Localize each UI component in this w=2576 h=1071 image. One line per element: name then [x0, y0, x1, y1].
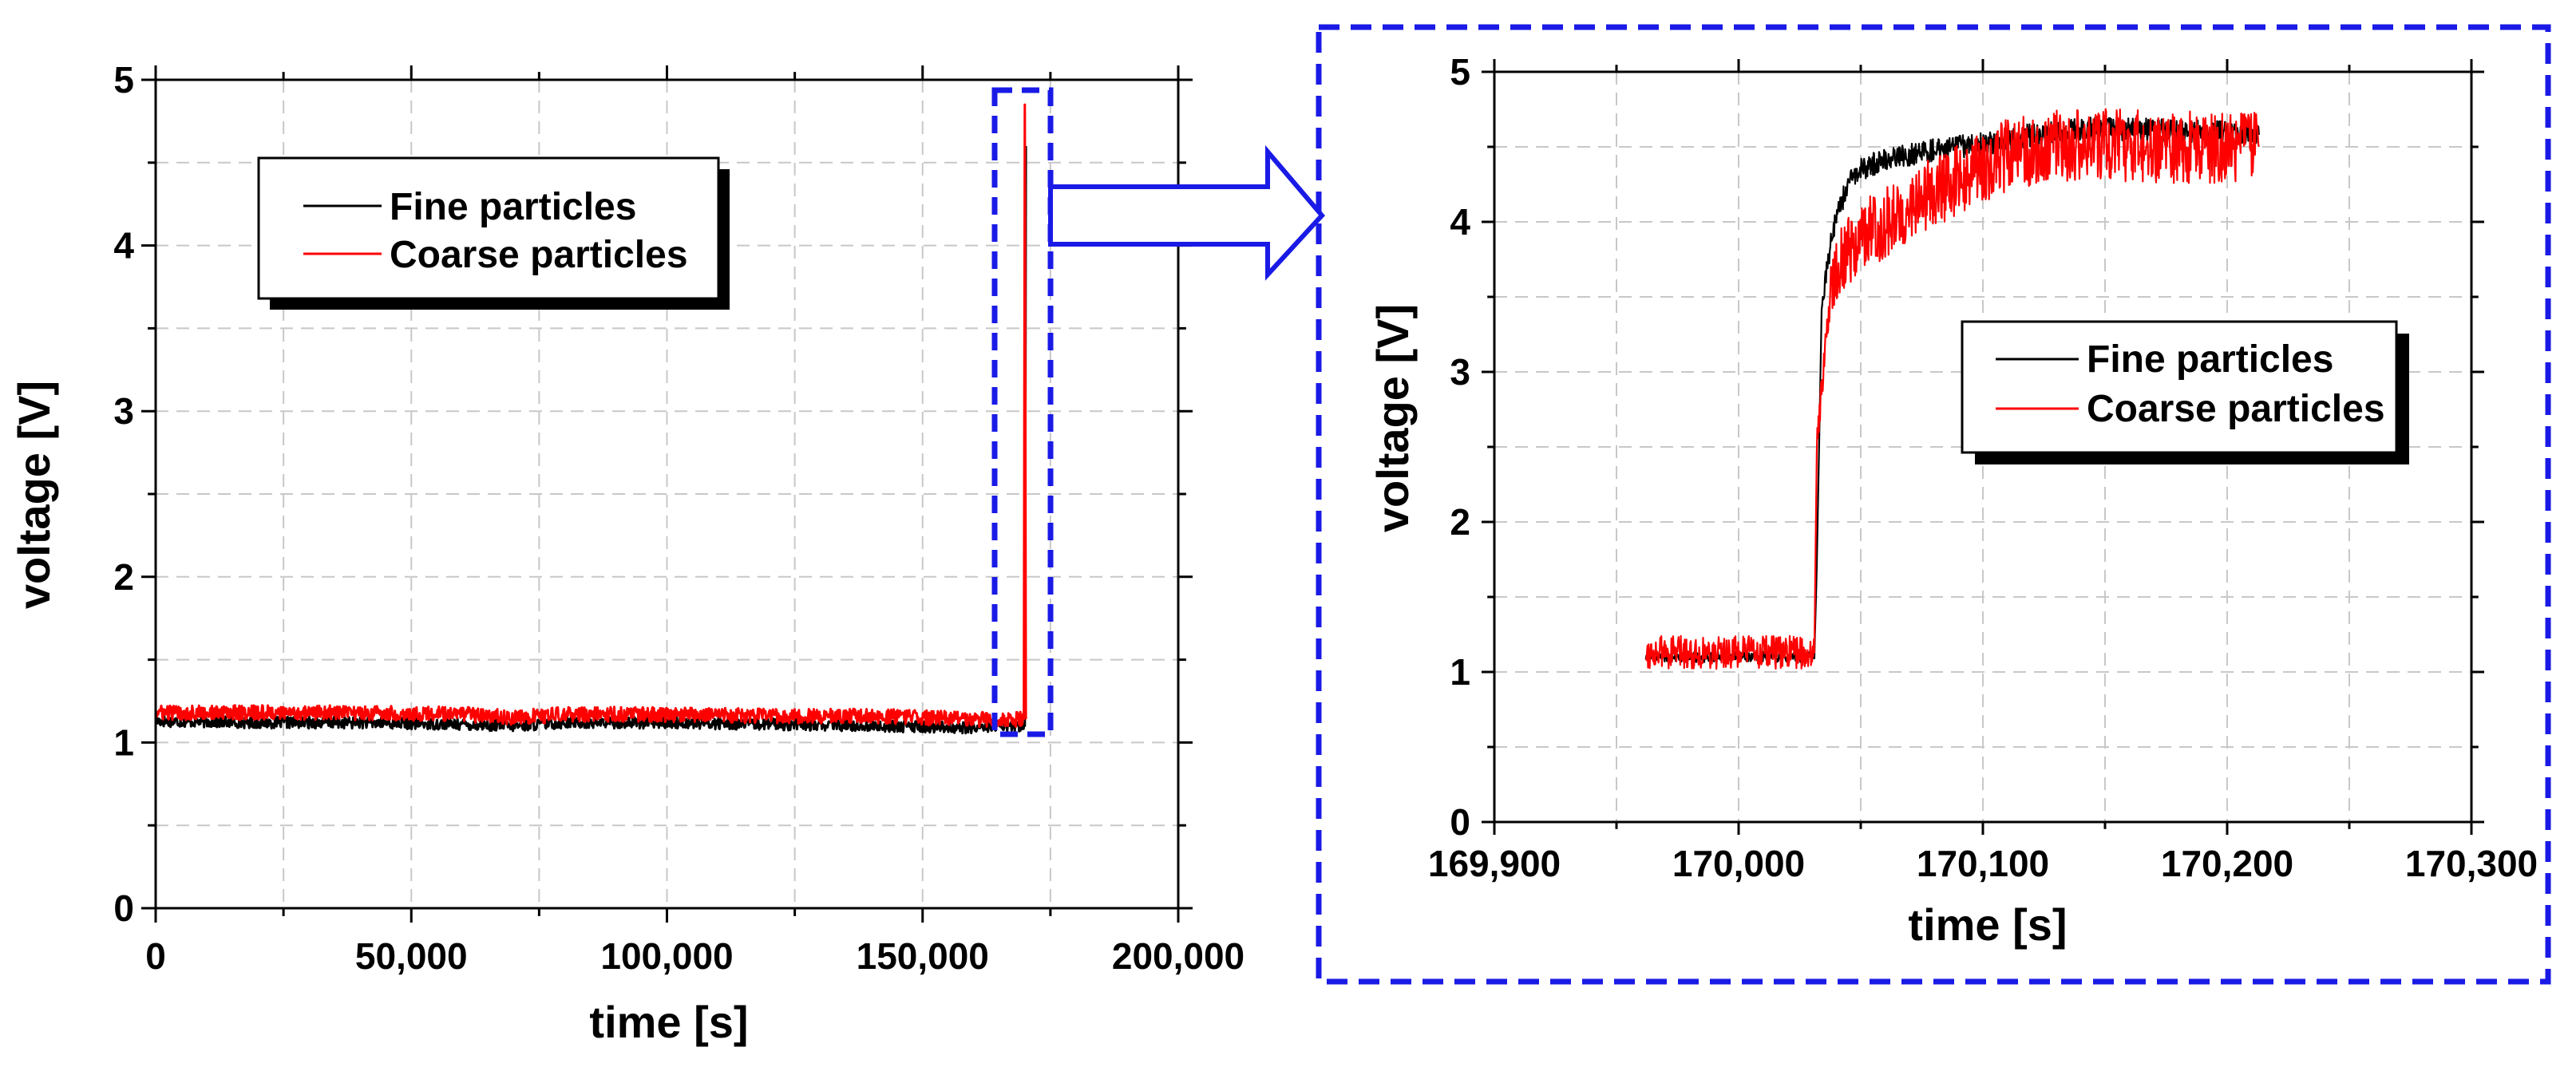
right-y-tick-label: 4	[1450, 201, 1470, 243]
right-x-tick-label: 170,300	[2405, 843, 2538, 884]
zoom-arrow-icon	[1048, 144, 1326, 281]
zoom-region-highlight	[991, 87, 1054, 737]
right-x-tick-label: 170,200	[2161, 843, 2293, 884]
left-series-line-coarse	[154, 103, 1027, 729]
right-legend-label-fine: Fine particles	[2087, 338, 2333, 381]
right-y-axis-label: voltage [V]	[1367, 304, 1418, 532]
right-y-tick-label: 3	[1450, 351, 1470, 393]
right-series-line-coarse	[1645, 108, 2260, 670]
left-chart: 0 50,000 100,000 150,000 200,000 0 1 2 3 4 5 time …	[9, 59, 1244, 1047]
left-chart-tick-labels: 0 50,000 100,000 150,000 200,000 0 1 2 3 4 5	[113, 59, 1244, 977]
left-y-tick-label: 2	[113, 556, 134, 598]
right-x-axis-label: time [s]	[1908, 899, 2067, 950]
right-y-tick-label: 1	[1450, 651, 1470, 693]
right-legend-box	[1961, 320, 2398, 454]
left-x-tick-label: 150,000	[857, 935, 989, 977]
right-x-tick-label: 170,000	[1672, 843, 1805, 884]
right-y-tick-label: 5	[1450, 51, 1470, 93]
left-x-tick-label: 50,000	[355, 935, 468, 977]
zoom-inset-frame	[1316, 24, 2551, 985]
left-y-tick-label: 0	[113, 887, 134, 929]
left-x-tick-label: 0	[145, 935, 166, 977]
left-y-tick-label: 4	[113, 225, 134, 267]
left-series-line-fine	[154, 145, 1027, 735]
right-y-tick-label: 2	[1450, 501, 1470, 543]
left-y-tick-label: 1	[113, 721, 134, 763]
left-x-tick-label: 200,000	[1112, 935, 1244, 977]
left-y-tick-label: 5	[113, 59, 134, 101]
left-chart-series	[154, 103, 1027, 735]
left-chart-legend: Fine particles Coarse particles	[257, 156, 730, 310]
right-chart-series	[1644, 108, 2260, 670]
right-chart-ticks	[1482, 59, 2484, 835]
right-chart-tick-labels: 169,900 170,000 170,100 170,200 170,300 0 1 2 3 4…	[1428, 51, 2538, 884]
right-y-tick-label: 0	[1450, 801, 1470, 843]
right-legend-label-coarse: Coarse particles	[2087, 388, 2385, 430]
right-chart-legend: Fine particles Coarse particles	[1961, 320, 2409, 464]
left-chart-grid	[156, 80, 1178, 908]
left-legend-box	[257, 156, 720, 300]
left-x-tick-label: 100,000	[600, 935, 733, 977]
right-chart: 169,900 170,000 170,100 170,200 170,300 0 1 2 3 4…	[1367, 51, 2538, 950]
right-x-tick-label: 169,900	[1428, 843, 1561, 884]
left-legend-label-coarse: Coarse particles	[390, 234, 688, 276]
left-legend-label-fine: Fine particles	[390, 186, 636, 228]
left-y-axis-label: voltage [V]	[9, 381, 59, 609]
right-x-tick-label: 170,100	[1917, 843, 2049, 884]
left-y-tick-label: 3	[113, 390, 134, 432]
left-x-axis-label: time [s]	[589, 997, 748, 1047]
